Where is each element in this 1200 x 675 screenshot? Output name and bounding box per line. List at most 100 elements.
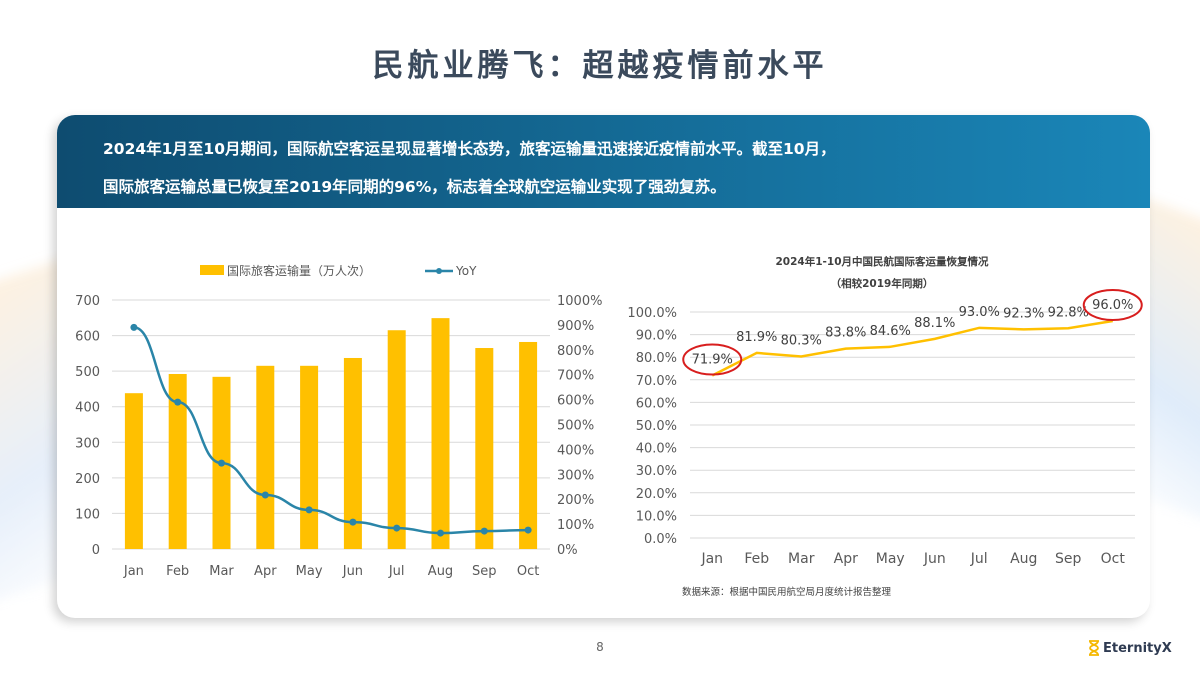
bar (475, 348, 494, 549)
legend-line-label: YoY (455, 264, 477, 278)
data-label: 83.8% (825, 326, 866, 341)
y-axis-tick: 10.0% (636, 509, 677, 524)
x-axis-tick: Mar (788, 551, 815, 567)
data-label: 80.3% (781, 334, 822, 349)
data-label: 92.8% (1048, 305, 1089, 320)
data-source-note: 数据来源：根据中国民用航空局月度统计报告整理 (682, 586, 892, 598)
yoy-line (133, 326, 529, 535)
x-axis-tick: Aug (428, 564, 453, 579)
x-axis-tick: Jun (342, 564, 363, 579)
y-axis-tick: 400 (75, 401, 100, 416)
bar (387, 330, 406, 549)
x-axis-tick: May (876, 551, 905, 567)
x-axis-tick: Feb (744, 551, 769, 567)
y-axis-tick: 50.0% (636, 419, 677, 434)
content-card: 2024年1月至10月期间，国际航空客运呈现显著增长态势，旅客运输量迅速接近疫情… (57, 115, 1150, 618)
y-axis-tick: 0 (92, 543, 100, 558)
x-axis-tick: Jun (923, 551, 946, 567)
summary-line-2: 国际旅客运输总量已恢复至2019年同期的96%，标志着全球航空运输业实现了强劲复… (103, 178, 726, 196)
bar (519, 341, 538, 549)
y2-axis-tick: 700% (557, 369, 594, 384)
x-axis-tick: Sep (472, 564, 497, 579)
yoy-point (130, 323, 138, 331)
y2-axis-tick: 800% (557, 344, 594, 359)
y2-axis-tick: 600% (557, 394, 594, 409)
yoy-point (437, 529, 444, 537)
data-label: 81.9% (736, 330, 777, 345)
y2-axis-tick: 100% (557, 518, 594, 533)
y-axis-tick: 90.0% (636, 329, 677, 344)
data-label: 71.9% (692, 353, 733, 368)
y-axis-tick: 0.0% (644, 532, 677, 547)
bar (256, 365, 275, 549)
highlight-circle (1082, 289, 1143, 322)
y-axis-tick: 200 (75, 472, 100, 487)
y-axis-tick: 60.0% (636, 396, 677, 411)
y2-axis-tick: 500% (557, 419, 594, 434)
x-axis-tick: Jan (700, 551, 723, 567)
x-axis-tick: Feb (166, 564, 189, 579)
highlight-circle (682, 343, 743, 376)
y2-axis-tick: 900% (557, 319, 594, 334)
passenger-volume-chart: 国际旅客运输量（万人次） YoY 0 100 200 300 400 500 600 700 0% 1… (75, 263, 602, 579)
x-axis-tick: Apr (254, 564, 277, 579)
x-axis-tick: Jul (970, 551, 988, 567)
x-axis-tick: Aug (1010, 551, 1037, 567)
bar (168, 373, 187, 549)
x-axis-tick: Sep (1055, 551, 1082, 567)
y-axis-tick: 30.0% (636, 464, 677, 479)
y-axis-tick: 500 (75, 365, 100, 380)
legend-bar-label: 国际旅客运输量（万人次） (227, 263, 371, 278)
y2-axis-tick: 0% (557, 543, 578, 558)
y-axis-tick: 100.0% (627, 306, 677, 321)
y-axis-tick: 40.0% (636, 442, 677, 457)
y-axis-tick: 20.0% (636, 487, 677, 502)
chart-subtitle: （相较2019年同期） (831, 277, 934, 290)
bar (343, 357, 362, 549)
yoy-point (305, 506, 313, 514)
yoy-point (480, 527, 488, 535)
x-axis-tick: May (296, 564, 323, 579)
yoy-point (261, 491, 269, 499)
y-axis-tick: 100 (75, 507, 100, 522)
y-axis-tick: 300 (75, 436, 100, 451)
x-axis-tick: Oct (517, 564, 539, 579)
x-axis-tick: Oct (1101, 551, 1126, 567)
x-axis-tick: Jan (123, 564, 144, 579)
y2-axis-tick: 1000% (557, 294, 602, 309)
x-axis-tick: Mar (209, 564, 234, 579)
y2-axis-tick: 200% (557, 493, 594, 508)
yoy-point (218, 459, 225, 467)
y2-axis-tick: 300% (557, 468, 594, 483)
y2-axis-tick: 400% (557, 443, 594, 458)
page-title: 民航业腾飞：超越疫情前水平 (372, 48, 828, 84)
x-axis-tick: Jul (388, 564, 405, 579)
legend-bar-swatch (200, 265, 224, 275)
y-axis-tick: 600 (75, 330, 100, 345)
bar (431, 318, 450, 549)
data-label: 88.1% (914, 316, 955, 331)
x-axis-tick: Apr (834, 551, 858, 567)
y-axis-tick: 70.0% (636, 374, 677, 389)
yoy-point (524, 526, 532, 534)
yoy-point (174, 398, 182, 406)
summary-banner: 2024年1月至10月期间，国际航空客运呈现显著增长态势，旅客运输量迅速接近疫情… (57, 115, 1150, 208)
bar (124, 393, 143, 549)
yoy-point (393, 524, 401, 532)
bar (300, 365, 319, 549)
data-label: 96.0% (1092, 298, 1133, 313)
y-axis-tick: 700 (75, 294, 100, 309)
recovery-line (711, 319, 1113, 377)
hourglass-icon (1089, 640, 1099, 656)
data-label: 93.0% (959, 305, 1000, 320)
summary-line-1: 2024年1月至10月期间，国际航空客运呈现显著增长态势，旅客运输量迅速接近疫情… (103, 140, 836, 158)
data-label: 92.3% (1003, 306, 1044, 321)
page-number: 8 (596, 640, 604, 654)
chart-title: 2024年1-10月中国民航国际客运量恢复情况 (776, 255, 989, 268)
brand-logo: EternityX (1088, 640, 1172, 656)
yoy-point (349, 518, 357, 526)
logo-text: EternityX (1103, 640, 1172, 656)
data-label: 84.6% (870, 324, 911, 339)
recovery-rate-chart: 2024年1-10月中国民航国际客运量恢复情况 （相较2019年同期） 0.0% 10… (627, 255, 1143, 598)
y-axis-tick: 80.0% (636, 351, 677, 366)
